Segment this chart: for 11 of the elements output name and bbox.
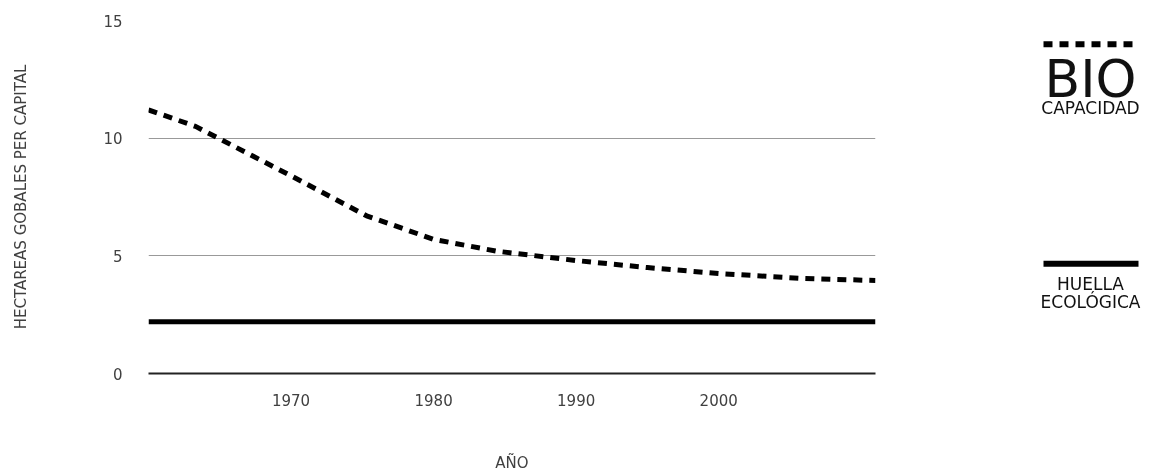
- y-axis-title: HECTAREAS GOBALES PER CAPITAL: [12, 64, 31, 330]
- x-tick-label: 1980: [414, 391, 453, 410]
- text: HUELLA ECOLÓGICA: [1040, 274, 1141, 312]
- x-axis-title: AÑO: [495, 452, 529, 472]
- y-tick-label: 15: [103, 12, 123, 31]
- x-tick-label: 1990: [557, 391, 596, 410]
- y-tick-label: 10: [103, 130, 123, 149]
- y-tick-label: 5: [112, 247, 123, 266]
- y-tick-label: 0: [112, 365, 123, 384]
- x-tick-label: 1970: [271, 391, 311, 410]
- x-tick-label: 2000: [699, 391, 738, 410]
